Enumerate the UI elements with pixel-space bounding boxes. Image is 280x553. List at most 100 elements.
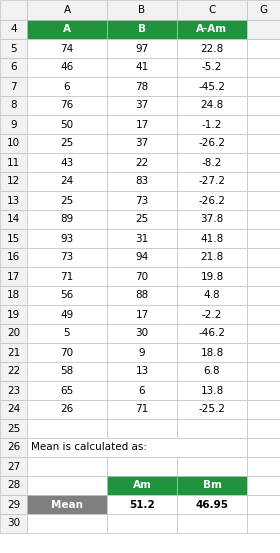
- Text: Am: Am: [132, 481, 151, 491]
- Bar: [27, 210, 107, 229]
- Bar: [0, 229, 27, 248]
- Text: 15: 15: [7, 233, 20, 243]
- Bar: [247, 305, 280, 324]
- Bar: [0, 343, 27, 362]
- Bar: [107, 115, 177, 134]
- Text: -26.2: -26.2: [199, 196, 225, 206]
- Text: 17: 17: [7, 272, 20, 281]
- Text: 9: 9: [139, 347, 145, 357]
- Text: 37: 37: [135, 101, 149, 111]
- Bar: [27, 191, 107, 210]
- Bar: [27, 457, 107, 476]
- Bar: [0, 438, 27, 457]
- Text: 88: 88: [135, 290, 149, 300]
- Bar: [0, 267, 27, 286]
- Text: 41.8: 41.8: [200, 233, 224, 243]
- Text: 22.8: 22.8: [200, 44, 224, 54]
- Bar: [177, 400, 247, 419]
- Text: 12: 12: [7, 176, 20, 186]
- Bar: [27, 286, 107, 305]
- Bar: [247, 286, 280, 305]
- Text: 65: 65: [60, 385, 74, 395]
- Bar: [247, 419, 280, 438]
- Bar: [27, 134, 107, 153]
- Bar: [27, 343, 107, 362]
- Text: 31: 31: [135, 233, 149, 243]
- Text: 22: 22: [7, 367, 20, 377]
- Bar: [177, 381, 247, 400]
- Bar: [107, 514, 177, 533]
- Bar: [27, 400, 107, 419]
- Text: -5.2: -5.2: [202, 62, 222, 72]
- Text: B: B: [138, 24, 146, 34]
- Bar: [177, 476, 247, 495]
- Text: B: B: [138, 5, 146, 15]
- Bar: [177, 419, 247, 438]
- Text: 26: 26: [60, 404, 74, 415]
- Bar: [0, 153, 27, 172]
- Text: 5: 5: [10, 44, 17, 54]
- Bar: [107, 400, 177, 419]
- Bar: [27, 419, 107, 438]
- Text: 8: 8: [10, 101, 17, 111]
- Text: 17: 17: [135, 119, 149, 129]
- Bar: [27, 495, 107, 514]
- Bar: [107, 267, 177, 286]
- Text: 21: 21: [7, 347, 20, 357]
- Text: 13: 13: [135, 367, 149, 377]
- Bar: [0, 495, 27, 514]
- Bar: [0, 305, 27, 324]
- Bar: [27, 305, 107, 324]
- Bar: [107, 248, 177, 267]
- Text: 49: 49: [60, 310, 74, 320]
- Text: 93: 93: [60, 233, 74, 243]
- Text: 37: 37: [135, 138, 149, 149]
- Text: 27: 27: [7, 462, 20, 472]
- Bar: [177, 134, 247, 153]
- Text: Mean is calculated as:: Mean is calculated as:: [31, 442, 147, 452]
- Bar: [177, 0, 247, 20]
- Text: 43: 43: [60, 158, 74, 168]
- Bar: [177, 514, 247, 533]
- Bar: [107, 96, 177, 115]
- Text: -27.2: -27.2: [199, 176, 225, 186]
- Bar: [0, 115, 27, 134]
- Bar: [107, 134, 177, 153]
- Bar: [0, 362, 27, 381]
- Bar: [107, 343, 177, 362]
- Text: 18.8: 18.8: [200, 347, 224, 357]
- Bar: [107, 229, 177, 248]
- Text: 46: 46: [60, 62, 74, 72]
- Bar: [27, 514, 107, 533]
- Text: 21.8: 21.8: [200, 253, 224, 263]
- Bar: [0, 0, 27, 20]
- Text: 25: 25: [60, 138, 74, 149]
- Text: 22: 22: [135, 158, 149, 168]
- Text: 13.8: 13.8: [200, 385, 224, 395]
- Text: -46.2: -46.2: [199, 328, 225, 338]
- Bar: [0, 96, 27, 115]
- Text: -8.2: -8.2: [202, 158, 222, 168]
- Bar: [27, 248, 107, 267]
- Text: 6: 6: [64, 81, 70, 91]
- Bar: [177, 286, 247, 305]
- Text: 24.8: 24.8: [200, 101, 224, 111]
- Bar: [177, 39, 247, 58]
- Bar: [27, 39, 107, 58]
- Bar: [177, 20, 247, 39]
- Text: 71: 71: [60, 272, 74, 281]
- Bar: [247, 39, 280, 58]
- Text: 4.8: 4.8: [204, 290, 220, 300]
- Text: 50: 50: [60, 119, 74, 129]
- Bar: [0, 381, 27, 400]
- Text: 74: 74: [60, 44, 74, 54]
- Bar: [107, 476, 177, 495]
- Bar: [0, 77, 27, 96]
- Text: 4: 4: [10, 24, 17, 34]
- Text: 10: 10: [7, 138, 20, 149]
- Text: G: G: [260, 5, 268, 15]
- Text: -26.2: -26.2: [199, 138, 225, 149]
- Text: -25.2: -25.2: [199, 404, 225, 415]
- Bar: [177, 115, 247, 134]
- Bar: [177, 362, 247, 381]
